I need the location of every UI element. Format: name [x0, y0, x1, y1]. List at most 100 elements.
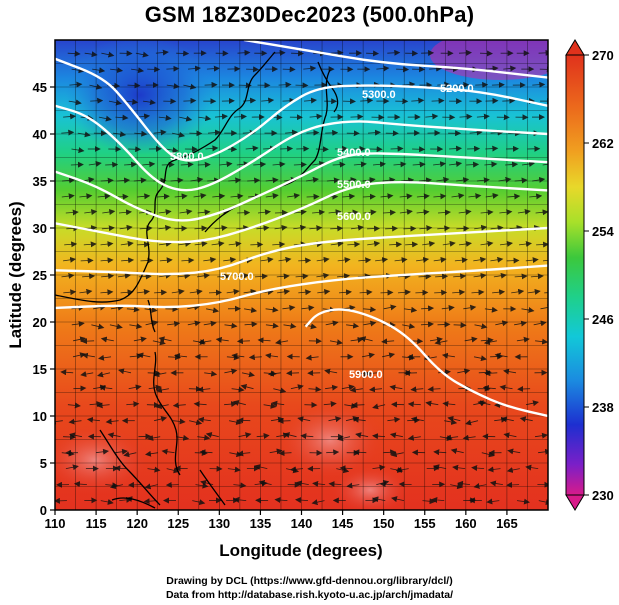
wind-arrow	[88, 160, 102, 167]
wind-arrow	[126, 401, 140, 408]
wind-arrow	[480, 240, 494, 247]
wind-arrow	[203, 320, 217, 327]
wind-arrow	[399, 193, 413, 200]
wind-arrow	[404, 306, 418, 313]
wind-arrow	[158, 224, 172, 231]
wind-arrow	[64, 241, 78, 248]
wind-arrow	[272, 241, 286, 248]
wind-arrow	[83, 241, 97, 248]
wind-arrow	[277, 417, 291, 424]
wind-arrow	[457, 368, 471, 375]
wind-arrow	[338, 289, 352, 296]
wind-arrow	[68, 418, 82, 425]
wind-arrow	[361, 352, 375, 359]
wind-arrow	[416, 193, 430, 200]
wind-arrow	[97, 371, 111, 378]
wind-arrow	[273, 387, 287, 394]
x-tick-label: 110	[45, 516, 66, 531]
wind-arrow	[297, 416, 311, 423]
contour-5300.0	[55, 57, 548, 162]
wind-arrow	[215, 336, 229, 343]
wind-arrow	[101, 51, 115, 58]
wind-arrow	[101, 225, 115, 232]
wind-arrow	[100, 289, 114, 296]
wind-arrow	[194, 225, 208, 232]
wind-arrow	[129, 323, 143, 329]
wind-arrow	[362, 177, 376, 183]
wind-arrow	[128, 384, 142, 391]
wind-arrow	[265, 352, 279, 359]
wind-arrow	[463, 304, 477, 311]
wind-arrow	[214, 225, 228, 232]
y-tick-label: 25	[33, 268, 47, 283]
wind-arrow	[136, 289, 150, 295]
wind-arrow	[411, 97, 425, 104]
wind-arrow	[60, 369, 74, 376]
wind-arrow	[265, 306, 279, 313]
wind-arrow	[410, 386, 424, 393]
wind-arrow	[305, 176, 319, 183]
wind-arrow	[334, 145, 348, 152]
contour-5800.0	[55, 264, 548, 310]
wind-arrow	[147, 435, 161, 441]
wind-arrow	[237, 209, 251, 216]
wind-arrow	[61, 193, 75, 200]
wind-arrow	[298, 257, 312, 264]
wind-arrow	[208, 289, 222, 296]
cold-corner-shading	[430, 40, 548, 80]
wind-arrow	[389, 384, 403, 391]
colorbar-tick-label: 270	[592, 48, 614, 63]
wind-arrow	[506, 481, 520, 488]
wind-arrow	[402, 81, 416, 88]
contour-label-5600: 5600.0	[337, 211, 371, 223]
wind-arrow	[353, 161, 367, 168]
wind-arrow	[535, 209, 548, 216]
wind-arrow	[79, 288, 93, 295]
wind-arrow	[394, 257, 408, 263]
wind-arrow	[143, 498, 157, 505]
wind-arrow	[433, 464, 447, 471]
wind-arrow	[352, 416, 366, 423]
wind-arrow	[525, 257, 539, 264]
wind-arrow	[179, 115, 193, 122]
wind-arrow	[317, 288, 331, 295]
wind-arrow	[482, 385, 496, 391]
wind-arrow	[349, 386, 363, 393]
wind-arrow	[260, 256, 274, 263]
wind-arrow	[346, 482, 360, 489]
wind-arrow	[484, 161, 498, 168]
wind-arrow	[271, 400, 285, 407]
wind-arrow	[95, 448, 109, 455]
wind-arrow	[330, 225, 344, 232]
contour-label-5700: 5700.0	[220, 271, 254, 283]
wind-arrow	[506, 467, 520, 473]
wind-arrow	[480, 209, 494, 216]
wind-arrow	[519, 416, 533, 423]
wind-arrow	[174, 353, 188, 360]
wind-arrow	[449, 161, 463, 167]
wind-arrow	[244, 307, 258, 313]
x-axis-label: Longitude (degrees)	[219, 541, 382, 560]
wind-arrow	[437, 225, 451, 232]
wind-arrow	[309, 225, 323, 232]
wind-arrow	[484, 370, 498, 377]
wind-arrow	[206, 65, 220, 72]
wind-arrow	[490, 129, 504, 136]
wind-arrow	[367, 240, 381, 247]
y-axis-label: Latitude (degrees)	[6, 201, 25, 348]
wind-arrow	[69, 432, 83, 439]
wind-arrow	[353, 449, 367, 456]
wind-arrow	[425, 400, 439, 407]
wind-arrow	[257, 209, 271, 216]
wind-arrow	[110, 304, 124, 311]
wind-arrow	[180, 161, 194, 168]
wind-arrow	[312, 160, 326, 167]
wind-arrow	[153, 371, 167, 378]
wind-arrow	[233, 496, 247, 503]
wind-arrow	[70, 161, 84, 168]
wind-arrow	[402, 323, 416, 330]
wind-arrow	[379, 481, 393, 488]
wind-arrow	[355, 432, 369, 439]
wind-arrow	[381, 338, 395, 345]
wind-arrow	[399, 209, 413, 215]
